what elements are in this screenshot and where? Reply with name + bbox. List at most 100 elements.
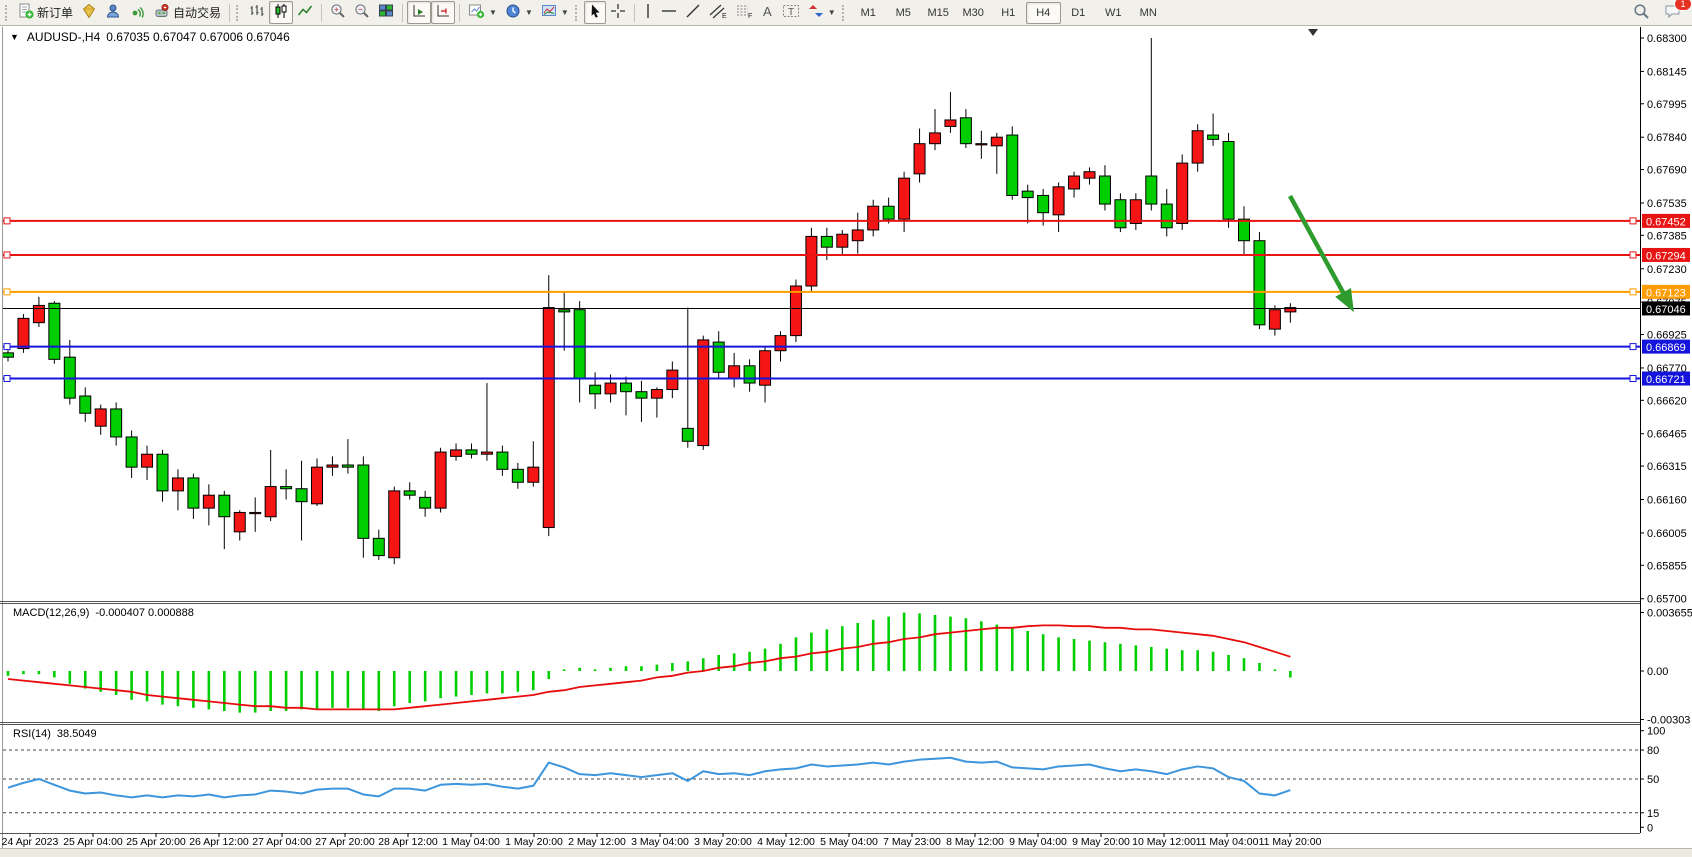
svg-text:2 May 12:00: 2 May 12:00 [568, 836, 626, 848]
svg-text:0.67840: 0.67840 [1647, 132, 1687, 144]
equidistant-channel-icon: E [709, 3, 727, 22]
shift-marker-icon[interactable] [1308, 29, 1318, 36]
toolbar-grip[interactable] [841, 4, 847, 21]
timeframe-w1-button[interactable]: W1 [1104, 6, 1122, 19]
zoom-out-button[interactable] [350, 1, 374, 24]
fibonacci-icon: F [735, 3, 753, 22]
auto-scroll-button[interactable] [407, 1, 432, 24]
svg-text:0.67995: 0.67995 [1647, 99, 1687, 111]
svg-text:10 May 12:00: 10 May 12:00 [1132, 836, 1196, 848]
line-chart-icon [297, 3, 313, 22]
search-button[interactable] [1629, 1, 1654, 24]
candlestick-chart-icon [273, 3, 289, 22]
price-tag [1642, 284, 1690, 299]
price-tag [1642, 371, 1690, 386]
new-chart-button[interactable]: ▼ [464, 1, 501, 24]
svg-text:0.66869: 0.66869 [1646, 342, 1686, 354]
text-tool-button[interactable]: A [757, 1, 778, 24]
svg-text:9 May 20:00: 9 May 20:00 [1072, 836, 1130, 848]
chevron-down-icon: ▼ [489, 8, 497, 17]
timeframe-m30-button[interactable]: M30 [962, 6, 984, 19]
arrows-tool-button[interactable]: ▼ [804, 1, 840, 24]
symbol-dropdown-icon[interactable]: ▼ [10, 32, 19, 42]
svg-text:8 May 12:00: 8 May 12:00 [946, 836, 1004, 848]
autotrade-button[interactable]: 自动交易 [149, 1, 225, 24]
cursor-arrow-icon [588, 3, 602, 22]
svg-text:0.66925: 0.66925 [1647, 330, 1687, 342]
svg-text:F: F [748, 13, 752, 19]
svg-text:1 May 04:00: 1 May 04:00 [442, 836, 500, 848]
timeframe-h4-button[interactable]: H4 [1025, 1, 1061, 24]
svg-text:0.67294: 0.67294 [1646, 250, 1686, 262]
trendline-icon [685, 3, 701, 22]
timeframe-m15-button[interactable]: M15 [927, 6, 949, 19]
svg-text:0.66005: 0.66005 [1647, 528, 1687, 540]
timeframe-m1-button[interactable]: M1 [860, 6, 876, 19]
quotes-button[interactable] [77, 1, 101, 24]
new-order-icon [18, 3, 34, 22]
toolbar-grip[interactable] [5, 4, 10, 21]
timeframe-mn-button[interactable]: MN [1139, 6, 1157, 19]
chevron-down-icon: ▼ [524, 8, 533, 17]
new-order-button[interactable]: 新订单 [14, 1, 77, 24]
template-icon [541, 3, 557, 22]
market-watch-button[interactable] [101, 1, 125, 24]
horizontal-line-icon [661, 3, 677, 22]
price-tag [1642, 301, 1690, 316]
macd-signal-line [7, 624, 1291, 711]
profiles-button[interactable]: ▼ [501, 1, 537, 24]
svg-text:15: 15 [1647, 808, 1659, 820]
cursor-tool-button[interactable] [583, 1, 606, 24]
time-axis[interactable]: 24 Apr 2023 25 Apr 04:00 25 Apr 20:00 26 Ap… [2, 833, 1322, 848]
svg-text:E: E [722, 13, 727, 19]
svg-text:11 May 20:00: 11 May 20:00 [1259, 836, 1322, 848]
notifications-button[interactable]: 1 [1660, 0, 1692, 24]
svg-text:25 Apr 04:00: 25 Apr 04:00 [63, 836, 123, 848]
tile-windows-icon [378, 3, 394, 22]
text-label-tool-button[interactable]: T [778, 1, 804, 24]
notification-badge: 1 [1674, 0, 1692, 11]
new-chart-icon [468, 3, 485, 22]
timeframe-d1-button[interactable]: D1 [1071, 6, 1086, 19]
timeframe-h1-button[interactable]: H1 [1001, 6, 1016, 19]
svg-text:3 May 04:00: 3 May 04:00 [631, 836, 689, 848]
person-icon [105, 3, 121, 22]
svg-text:0.00: 0.00 [1647, 666, 1668, 678]
rsi-line [7, 756, 1291, 799]
horizontal-line-tool-button[interactable] [657, 1, 681, 24]
toolbar-grip[interactable] [574, 4, 580, 21]
price-tag [1642, 247, 1690, 262]
svg-text:100: 100 [1647, 726, 1665, 738]
tile-windows-button[interactable] [374, 1, 398, 24]
toolbar-grip[interactable] [236, 4, 241, 21]
bar-chart-icon [249, 3, 265, 22]
vertical-line-icon [643, 3, 653, 22]
new-order-label: 新订单 [37, 6, 74, 20]
line-chart-button[interactable] [293, 1, 317, 24]
templates-button[interactable]: ▼ [537, 1, 573, 24]
separator [402, 3, 404, 22]
broadcast-button[interactable] [125, 1, 149, 24]
autotrade-robot-icon [153, 3, 170, 22]
separator [321, 3, 323, 22]
bar-chart-button[interactable] [245, 1, 269, 24]
zoom-in-button[interactable] [326, 1, 350, 24]
candlestick-chart-button[interactable] [269, 1, 294, 24]
vertical-line-tool-button[interactable] [639, 1, 657, 24]
clock-icon [505, 3, 521, 22]
separator [229, 3, 231, 22]
timeframe-m5-button[interactable]: M5 [895, 6, 911, 19]
fibonacci-tool-button[interactable]: F [731, 1, 757, 24]
channel-tool-button[interactable]: E [705, 1, 731, 24]
svg-text:24 Apr 2023: 24 Apr 2023 [2, 836, 59, 848]
crosshair-tool-button[interactable] [606, 1, 630, 24]
trendline-tool-button[interactable] [681, 1, 705, 24]
sell-arrow-object[interactable] [1288, 194, 1354, 313]
svg-text:26 Apr 12:00: 26 Apr 12:00 [189, 836, 249, 848]
chart-shift-button[interactable] [431, 1, 456, 24]
svg-text:0.66721: 0.66721 [1646, 374, 1686, 386]
svg-text:0.67535: 0.67535 [1647, 198, 1687, 210]
